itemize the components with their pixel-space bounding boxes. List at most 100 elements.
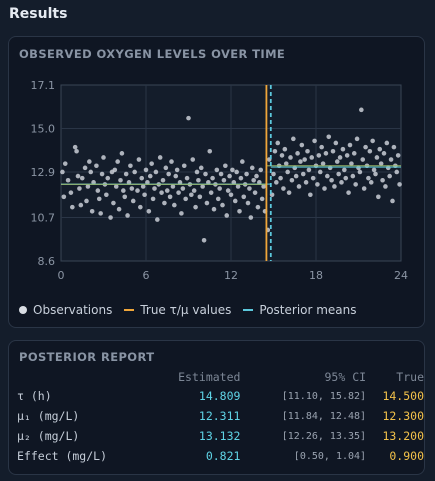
observation-point: [231, 180, 237, 185]
x-tick-label: 0: [58, 269, 65, 282]
observation-point: [363, 144, 368, 150]
observation-point: [315, 182, 320, 187]
observation-point: [367, 148, 373, 154]
observation-point: [223, 163, 228, 169]
observation-point: [349, 161, 354, 166]
observation-point: [300, 171, 306, 177]
observation-point: [217, 186, 222, 191]
observation-point: [125, 213, 130, 218]
observation-point: [360, 157, 366, 162]
observation-point: [198, 165, 204, 171]
observation-point: [282, 146, 288, 152]
observation-point: [272, 148, 278, 154]
x-tick-label: 6: [143, 269, 150, 282]
observation-point: [135, 188, 140, 193]
row-ci: [0.50, 1.04]: [293, 450, 367, 462]
observation-point: [111, 200, 116, 206]
observation-point: [395, 153, 401, 158]
observation-point: [207, 148, 213, 154]
table-row: τ (h) 14.809 [11.10, 15.82] 14.500: [17, 386, 424, 406]
chart-legend: Observations True τ/μ values Posterior m…: [19, 303, 369, 317]
observation-point: [84, 198, 89, 204]
observation-point: [130, 198, 136, 204]
observation-point: [322, 186, 327, 191]
observation-point: [299, 142, 305, 148]
chart-panel: OBSERVED OXYGEN LEVELS OVER TIME 0 6 12 18 2…: [8, 36, 425, 328]
observation-point: [149, 161, 154, 166]
observation-point: [206, 180, 211, 185]
observation-point: [254, 173, 259, 179]
observation-point: [234, 169, 239, 175]
observation-point: [194, 169, 200, 175]
observation-point: [329, 177, 334, 183]
row-true: 14.500: [382, 389, 424, 403]
observation-point: [157, 155, 163, 160]
table-row: Effect (mg/L) 0.821 [0.50, 1.04] 0.900: [17, 446, 424, 466]
observation-point: [326, 134, 332, 140]
observation-point: [152, 186, 157, 191]
observation-point: [332, 184, 337, 189]
observation-point: [201, 237, 207, 243]
observation-point: [184, 175, 190, 181]
observation-point: [163, 165, 169, 171]
observation-point: [126, 180, 132, 185]
observation-point: [278, 175, 283, 181]
row-estimated: 12.311: [198, 409, 241, 423]
observation-point: [132, 169, 137, 175]
observation-point: [140, 184, 146, 189]
observation-point: [366, 175, 371, 181]
observation-point: [258, 167, 264, 173]
observation-point: [70, 204, 75, 210]
observation-point: [346, 190, 351, 195]
observation-point: [378, 161, 384, 166]
row-ci: [11.10, 15.82]: [281, 390, 367, 402]
observation-point: [257, 180, 262, 185]
observation-point: [162, 200, 167, 206]
observation-point: [155, 217, 160, 222]
observation-point: [380, 177, 385, 183]
header-parameter: [17, 368, 147, 386]
observation-point: [353, 182, 358, 187]
observations-dot-icon: [19, 306, 27, 314]
observation-point: [150, 196, 156, 202]
observation-point: [173, 173, 179, 179]
observation-point: [351, 151, 357, 156]
observation-point: [333, 140, 339, 146]
observation-point: [221, 177, 227, 183]
row-estimated: 14.809: [198, 389, 241, 403]
observation-point: [235, 184, 241, 189]
observation-point: [381, 151, 387, 156]
header-true: True: [396, 370, 424, 384]
row-estimated: 13.132: [198, 429, 241, 443]
observation-point: [241, 194, 247, 200]
observation-point: [189, 192, 194, 198]
row-ci: [12.26, 13.35]: [281, 430, 367, 442]
observation-point: [390, 198, 395, 204]
observation-point: [295, 151, 300, 156]
observation-point: [317, 169, 323, 175]
observation-point: [285, 169, 290, 175]
y-tick-label: 12.9: [31, 166, 56, 179]
x-tick-label: 18: [309, 269, 323, 282]
header-ci: 95% CI: [324, 370, 367, 384]
observation-point: [279, 153, 285, 158]
observation-point: [347, 142, 353, 148]
observation-point: [215, 196, 221, 202]
y-tick-label: 17.1: [31, 79, 56, 92]
observation-point: [78, 202, 84, 208]
observation-point: [159, 190, 164, 195]
observation-point: [245, 200, 251, 206]
observation-point: [196, 177, 201, 183]
observation-point: [288, 155, 293, 160]
observation-point: [376, 194, 381, 200]
observation-point: [259, 196, 265, 202]
observation-point: [373, 171, 378, 177]
observation-point: [230, 167, 235, 173]
observation-point: [312, 138, 317, 144]
observation-point: [96, 196, 102, 202]
observation-point: [237, 209, 242, 214]
observation-point: [320, 161, 326, 166]
table-row: μ₂ (mg/L) 13.132 [12.26, 13.35] 13.200: [17, 426, 424, 446]
legend-observations: Observations: [19, 303, 112, 317]
observation-point: [179, 211, 184, 216]
